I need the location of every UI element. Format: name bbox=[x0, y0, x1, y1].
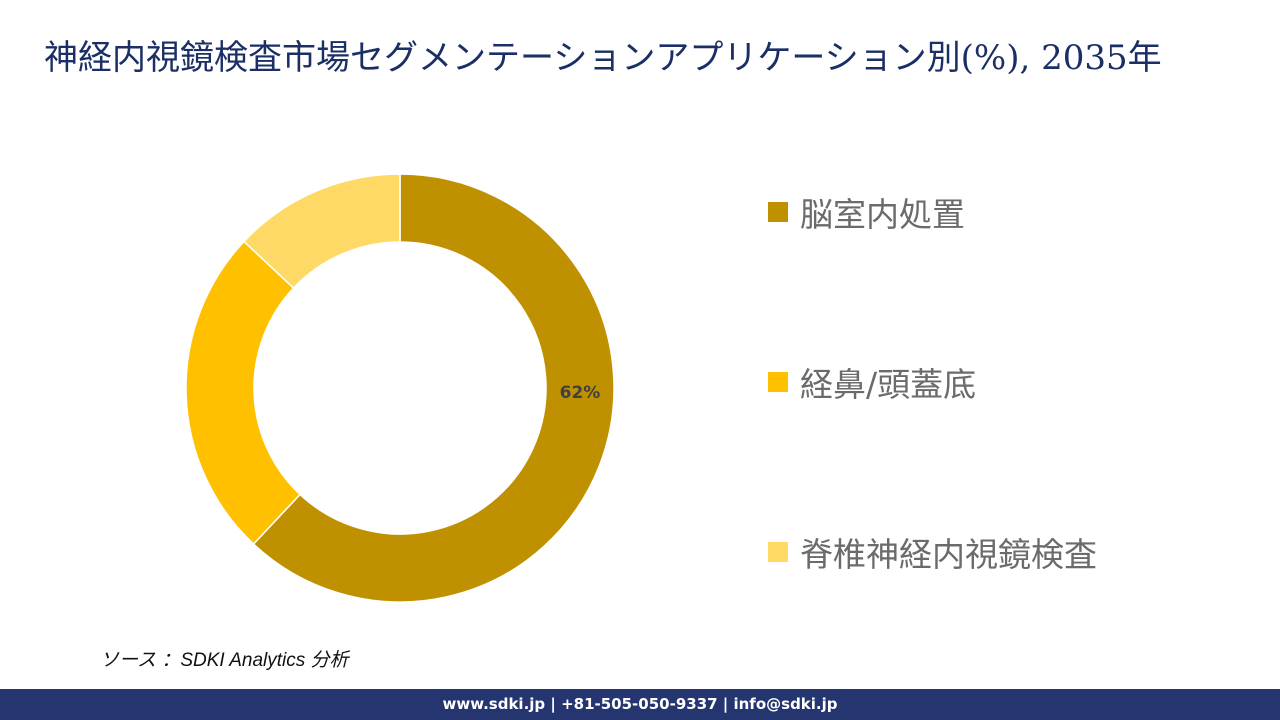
legend-item-intraventricular: 脳室内処置 bbox=[768, 188, 965, 236]
legend-label: 経鼻/頭蓋底 bbox=[800, 365, 977, 404]
legend-item-spinal: 脊椎神経内視鏡検査 bbox=[768, 528, 1097, 576]
chart-title: 神経内視鏡検査市場セグメンテーションアプリケーション別(%), 2035年 bbox=[44, 38, 1162, 78]
donut-segments bbox=[185, 173, 615, 603]
legend-swatch-icon bbox=[768, 202, 788, 222]
data-label-62: 62% bbox=[560, 383, 601, 403]
segment-spinal bbox=[242, 173, 401, 290]
footer-contact-bar: www.sdki.jp | +81-505-050-9337 | info@sd… bbox=[0, 689, 1280, 720]
legend-swatch-icon bbox=[768, 372, 788, 392]
legend-label: 脳室内処置 bbox=[800, 195, 965, 234]
legend-item-transnasal: 経鼻/頭蓋底 bbox=[768, 358, 976, 406]
segment-intraventricular bbox=[252, 173, 615, 603]
segment-transnasal bbox=[185, 240, 302, 546]
legend-swatch-icon bbox=[768, 542, 788, 562]
legend-label: 脊椎神経内視鏡検査 bbox=[800, 535, 1097, 574]
source-note: ソース ：SDKI Analytics 分析 bbox=[100, 650, 349, 671]
